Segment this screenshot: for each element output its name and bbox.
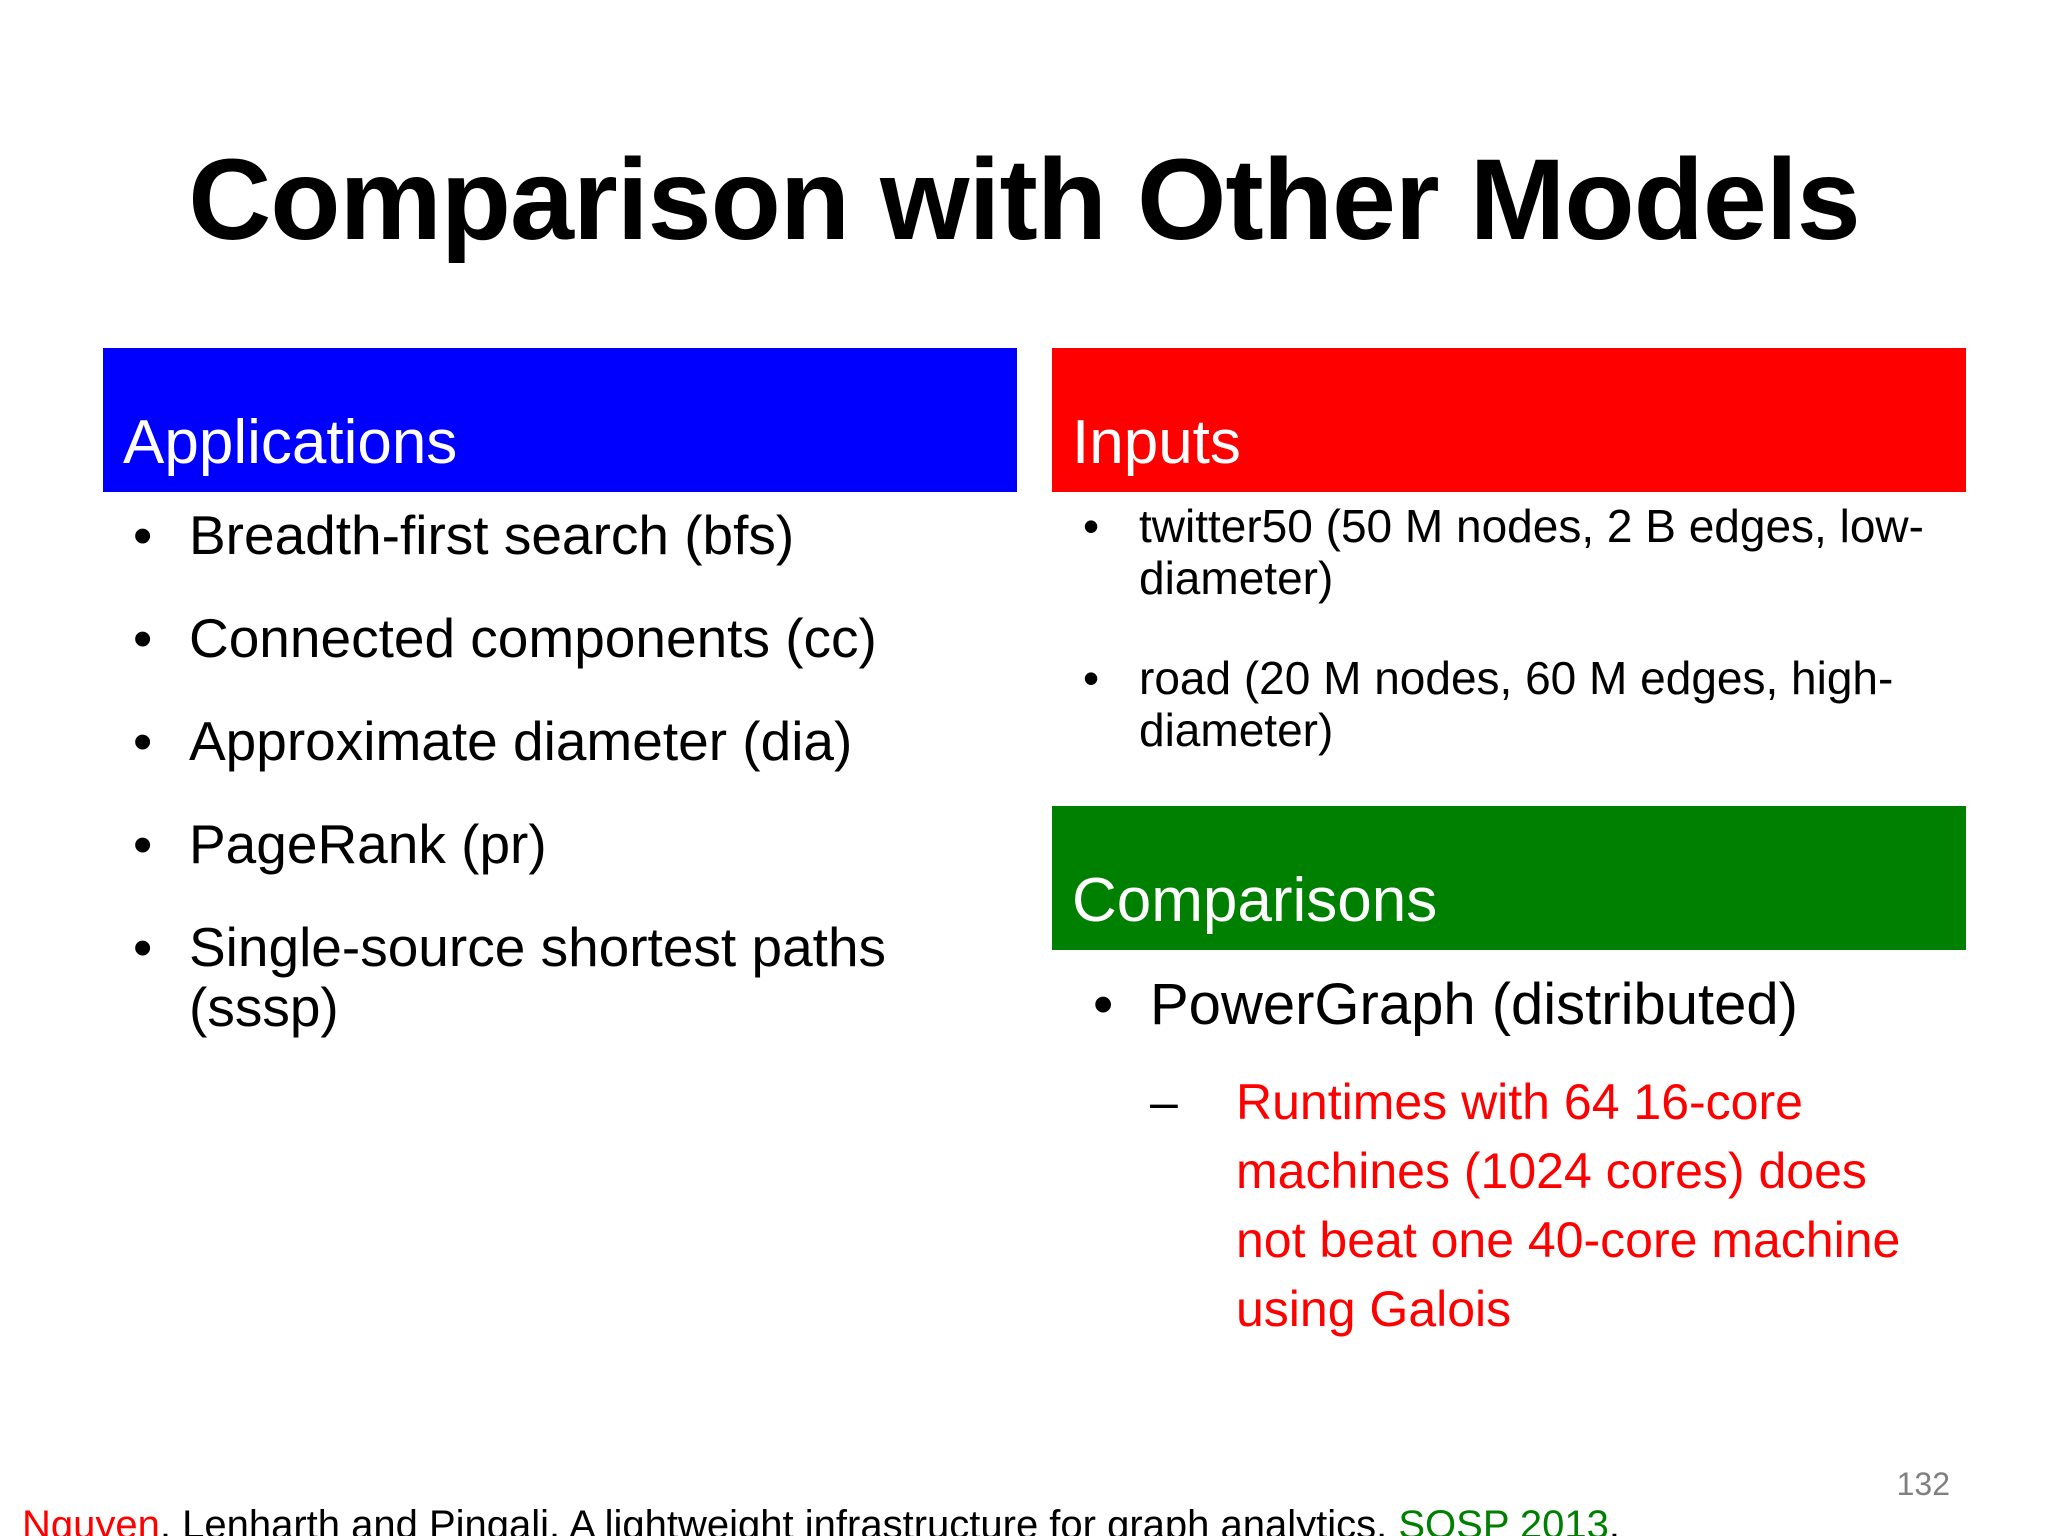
list-item: • road (20 M nodes, 60 M edges, high-diam… <box>1083 652 1894 756</box>
bullet-icon: • <box>1083 500 1100 552</box>
bullet-icon: • <box>1083 652 1100 704</box>
list-item: • Connected components (cc) <box>133 607 877 669</box>
inputs-list: • twitter50 (50 M nodes, 2 B edges, low-d… <box>1083 500 1963 804</box>
list-item: • twitter50 (50 M nodes, 2 B edges, low-d… <box>1083 500 1924 604</box>
list-item: • Single-source shortest paths (sssp) <box>133 916 887 1038</box>
applications-header-label: Applications <box>123 408 458 477</box>
inputs-header-label: Inputs <box>1072 408 1241 477</box>
comparison-sub-item: – Runtimes with 64 16-core machines (102… <box>1150 1068 1950 1344</box>
comparison-note: Runtimes with 64 16-core machines (1024 … <box>1236 1074 1901 1337</box>
slide-title: Comparison with Other Models <box>188 136 1861 264</box>
citation-author: Nguyen <box>22 1503 160 1536</box>
bullet-icon: • <box>133 504 153 566</box>
comparisons-list: • PowerGraph (distributed) <box>1093 970 1973 1040</box>
bullet-icon: • <box>1093 972 1114 1037</box>
bullet-icon: • <box>133 607 153 669</box>
list-item: • Approximate diameter (dia) <box>133 710 853 772</box>
citation-end: . <box>1608 1503 1621 1536</box>
citation-text: , Lenharth and Pingali. A lightweight in… <box>159 1503 1399 1536</box>
citation-venue: SOSP 2013 <box>1398 1503 1609 1536</box>
list-item: • PowerGraph (distributed) <box>1093 970 1973 1040</box>
comparisons-header: Comparisons <box>1052 806 1966 950</box>
list-item: • PageRank (pr) <box>133 813 547 875</box>
page-number: 132 <box>1896 1466 1950 1502</box>
citation: Nguyen, Lenharth and Pingali. A lightwei… <box>22 1500 1620 1536</box>
comparisons-header-label: Comparisons <box>1072 866 1438 935</box>
bullet-icon: • <box>133 916 153 978</box>
inputs-header: Inputs <box>1052 348 1966 492</box>
bullet-icon: • <box>133 710 153 772</box>
applications-header: Applications <box>103 348 1017 492</box>
bullet-icon: • <box>133 813 153 875</box>
dash-icon: – <box>1150 1074 1178 1130</box>
applications-list: • Breadth-first search (bfs) • Connected c… <box>133 505 993 1080</box>
list-item: • Breadth-first search (bfs) <box>133 504 795 566</box>
